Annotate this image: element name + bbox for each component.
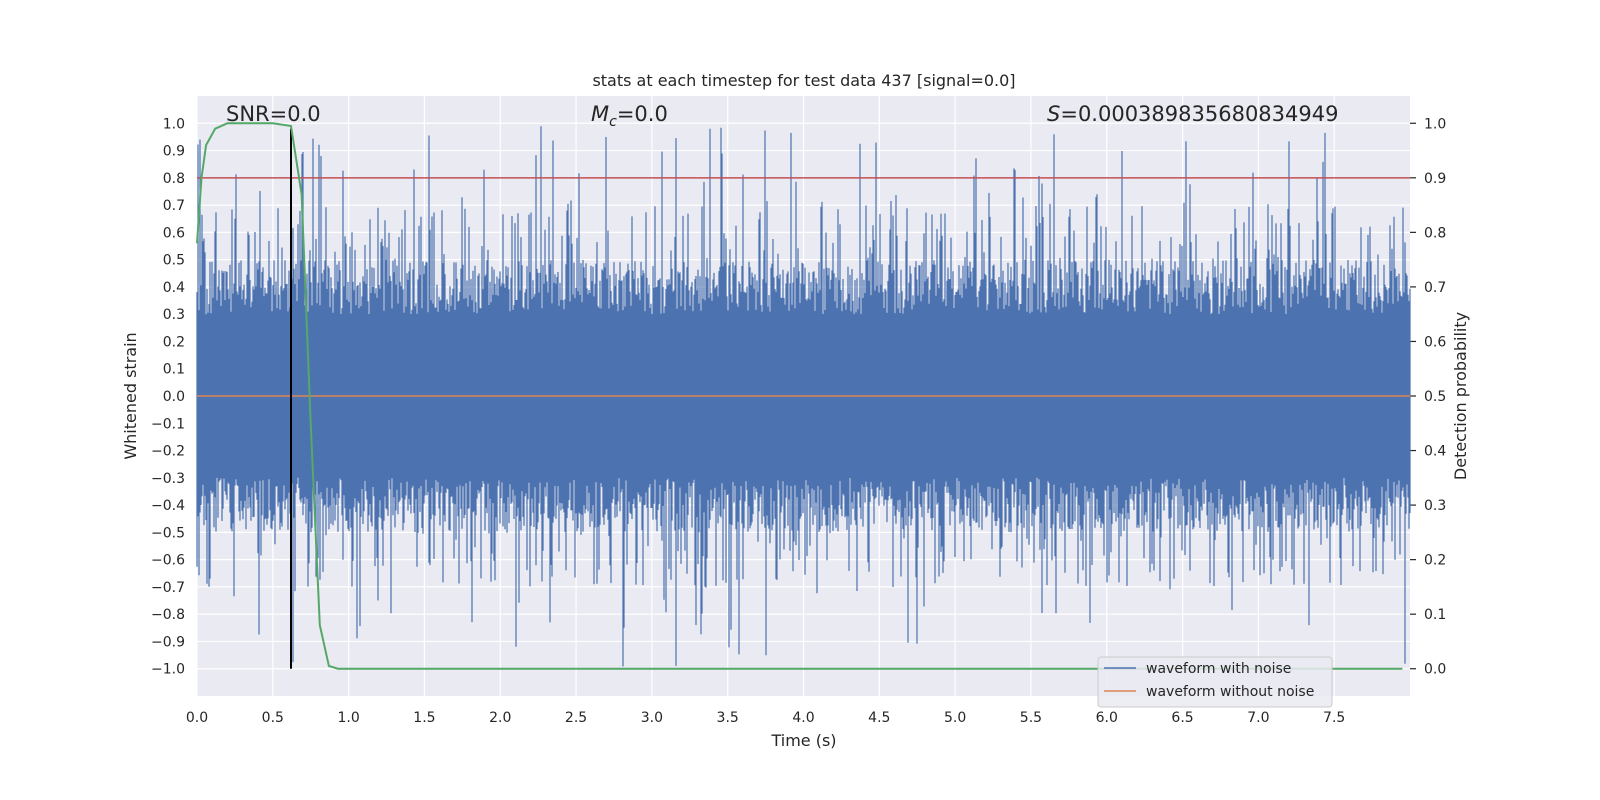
- x-tick-label: 4.5: [868, 710, 890, 726]
- annotation-snr: SNR=0.0: [226, 102, 321, 126]
- y-tick-label: −0.6: [151, 553, 185, 569]
- y-right-tick-label: 0.7: [1424, 280, 1446, 296]
- legend-label-with-noise: waveform with noise: [1146, 661, 1291, 677]
- annotation-mc-symbol: M: [591, 102, 609, 126]
- y-tick-label: −0.9: [151, 634, 185, 650]
- y-tick-label: 1.0: [163, 116, 185, 132]
- y-right-tick-label: 0.5: [1424, 389, 1446, 405]
- legend-label-without-noise: waveform without noise: [1146, 684, 1314, 700]
- y-tick-label: −0.8: [151, 607, 185, 623]
- x-tick-label: 6.5: [1171, 710, 1193, 726]
- y-tick-label: −0.4: [151, 498, 185, 514]
- y-right-tick-label: 0.3: [1424, 498, 1446, 514]
- x-tick-label: 2.5: [565, 710, 587, 726]
- y-tick-label: 0.3: [163, 307, 185, 323]
- y-tick-label: 0.7: [163, 198, 185, 214]
- annotation-s-symbol: S: [1047, 102, 1060, 126]
- legend-box: [1097, 656, 1333, 708]
- y-tick-label: 0.8: [163, 171, 185, 187]
- annotation-s-value: =0.000389835680834949: [1060, 102, 1338, 126]
- x-tick-label: 5.5: [1020, 710, 1042, 726]
- x-tick-label: 7.0: [1247, 710, 1269, 726]
- y-tick-label: −1.0: [151, 662, 185, 678]
- y-tick-label: 0.6: [163, 225, 185, 241]
- y-axis: 1.0 0.9 0.8 0.7 0.6 0.5 0.4 0.3 0.2 0.1 0.0 −0.1 −0.…: [151, 116, 185, 677]
- y-right-tick-label: 0.9: [1424, 171, 1446, 187]
- x-tick-label: 1.0: [337, 710, 359, 726]
- y-right-tick-label: 0.2: [1424, 553, 1446, 569]
- y-tick-label: 0.1: [163, 362, 185, 378]
- y-tick-label: 0.9: [163, 144, 185, 160]
- x-tick-label: 2.0: [489, 710, 511, 726]
- y-tick-label: −0.7: [151, 580, 185, 596]
- legend: waveform with noise waveform without noi…: [1097, 656, 1333, 708]
- y-tick-label: 0.2: [163, 334, 185, 350]
- y-axis-right-label: Detection probability: [1451, 312, 1470, 480]
- x-tick-label: 0.5: [262, 710, 284, 726]
- x-tick-label: 3.5: [717, 710, 739, 726]
- y-tick-label: −0.2: [151, 444, 185, 460]
- x-tick-label: 7.5: [1323, 710, 1345, 726]
- annotation-mc-value: =0.0: [617, 102, 668, 126]
- x-tick-label: 0.0: [186, 710, 208, 726]
- y-right-tick-label: 0.0: [1424, 662, 1446, 678]
- chart-title: stats at each timestep for test data 437…: [592, 71, 1015, 90]
- y-right-tick-label: 0.6: [1424, 334, 1446, 350]
- annotation-mc-subscript: c: [609, 114, 617, 130]
- y-axis-label: Whitened strain: [121, 332, 140, 459]
- y-tick-label: 0.0: [163, 389, 185, 405]
- y-right-tick-label: 0.4: [1424, 444, 1446, 460]
- series-detection-probability: [196, 122, 1403, 670]
- y-right-tick-label: 0.1: [1424, 607, 1446, 623]
- annotation-mc: Mc=0.0: [591, 102, 668, 130]
- annotation-s: S=0.000389835680834949: [1047, 102, 1338, 126]
- x-axis: 0.0 0.5 1.0 1.5 2.0 2.5 3.0 3.5 4.0 4.5 5.0 5.5 6.0 6…: [186, 710, 1345, 726]
- y-tick-label: −0.3: [151, 471, 185, 487]
- x-axis-label: Time (s): [770, 731, 836, 750]
- y-right-tick-label: 1.0: [1424, 116, 1446, 132]
- y-tick-label: 0.5: [163, 253, 185, 269]
- y-tick-label: 0.4: [163, 280, 185, 296]
- x-tick-label: 6.0: [1096, 710, 1118, 726]
- x-tick-label: 3.0: [641, 710, 663, 726]
- right-y-axis: 1.0 0.9 0.8 0.7 0.6 0.5 0.4 0.3 0.2 0.1 0.0: [1410, 116, 1446, 678]
- y-right-tick-label: 0.8: [1424, 225, 1446, 241]
- x-tick-label: 1.5: [413, 710, 435, 726]
- y-tick-label: −0.1: [151, 416, 185, 432]
- x-tick-label: 5.0: [944, 710, 966, 726]
- x-tick-label: 4.0: [792, 710, 814, 726]
- y-tick-label: −0.5: [151, 525, 185, 541]
